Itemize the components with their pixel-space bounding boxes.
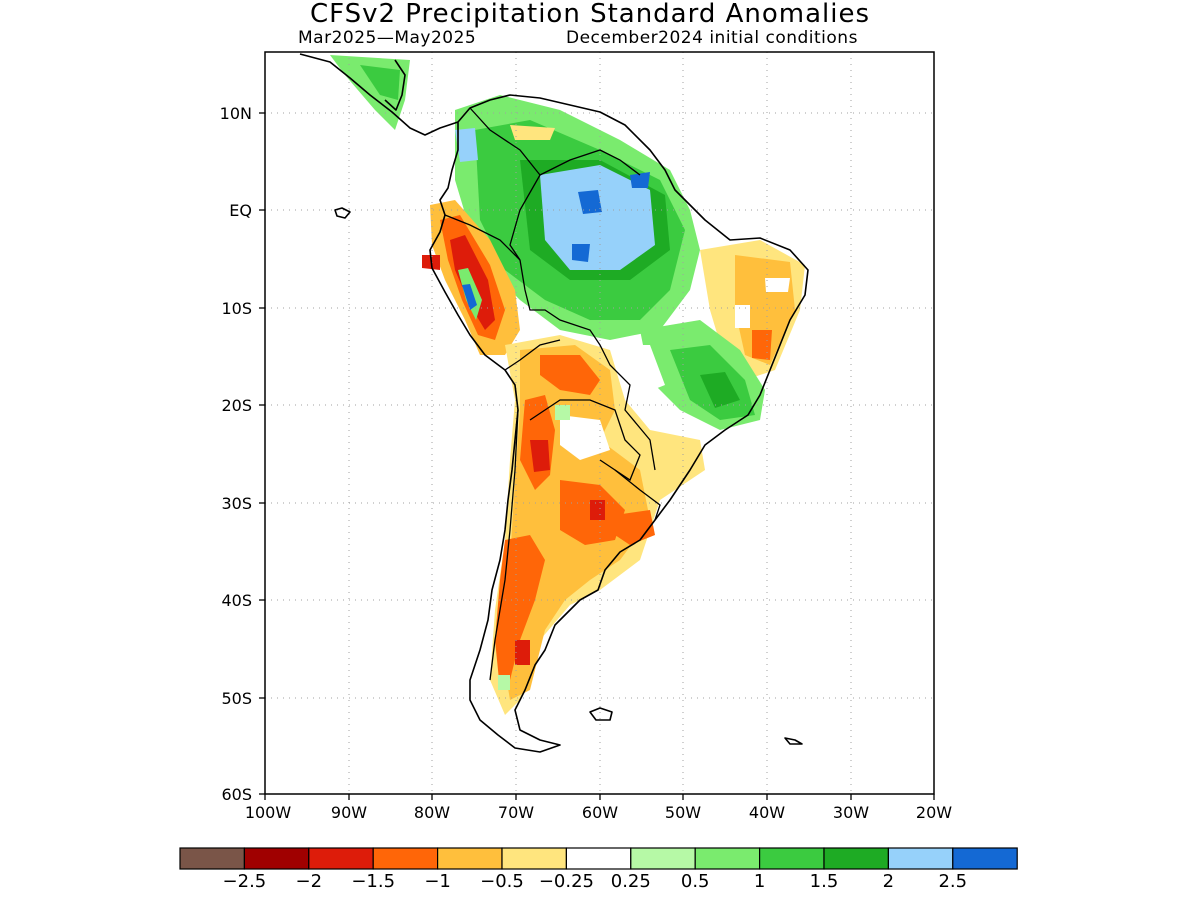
colorbar-label: −0.5 [480, 871, 524, 892]
anomaly-patch [510, 125, 555, 140]
lon-label: 30W [833, 803, 869, 822]
anomaly-patch [735, 305, 750, 328]
colorbar-swatch [308, 847, 374, 870]
colorbar-swatch [565, 847, 632, 870]
lon-label: 50W [665, 803, 701, 822]
colorbar-swatch [758, 847, 825, 870]
anomaly-patch [498, 675, 510, 690]
lon-label: 40W [749, 803, 785, 822]
lon-label: 60W [582, 803, 618, 822]
south-america-coast [429, 94, 809, 753]
colorbar-swatch [372, 847, 439, 870]
lat-label: 50S [221, 689, 252, 708]
colorbar-label: −0.25 [539, 871, 594, 892]
anomaly-patch [540, 165, 655, 270]
coastlines [299, 53, 809, 753]
anomaly-patch [515, 640, 530, 665]
colorbar-label: −1 [424, 871, 451, 892]
lat-label: 10S [221, 299, 252, 318]
border [489, 409, 519, 681]
anomaly-patch [572, 244, 590, 262]
longitude-labels: 100W 90W 80W 70W 60W 50W 40W 30W 20W [245, 803, 952, 822]
anomaly-patch [495, 535, 545, 690]
anomaly-patch [555, 405, 570, 420]
latitude-labels: 10N EQ 10S 20S 30S 40S 50S 60S [220, 104, 252, 804]
colorbar-swatch [437, 847, 503, 870]
lat-label: 10N [220, 104, 252, 123]
colorbar-label: 0.5 [681, 871, 710, 892]
colorbar-label: 2 [883, 871, 894, 892]
colorbar-label: 0.25 [611, 871, 651, 892]
lat-label: EQ [229, 201, 252, 220]
anomaly-patch [560, 415, 610, 460]
colorbar-swatch [630, 847, 696, 870]
anomaly-patch [630, 172, 650, 188]
lat-label: 30S [221, 494, 252, 513]
graticule [265, 52, 934, 794]
map-title: CFSv2 Precipitation Standard Anomalies [309, 0, 871, 29]
falkland-islands [589, 707, 613, 721]
lon-label: 70W [498, 803, 534, 822]
anomaly-patch [360, 65, 400, 100]
colorbar: −2.5 −2 −1.5 −1 −0.5 −0.25 0.25 0.5 1 1.5 2 2.5 [179, 847, 1018, 892]
anomaly-patch [700, 372, 740, 408]
colorbar-swatch [179, 847, 246, 870]
central-america-coast [384, 59, 406, 111]
anomaly-patch [540, 355, 600, 395]
colorbar-swatch [243, 847, 310, 870]
anomaly-patch [530, 440, 550, 472]
anomaly-fields [330, 55, 805, 715]
border [444, 214, 521, 261]
colorbar-label: 2.5 [938, 871, 967, 892]
border [504, 339, 561, 371]
colorbar-swatch [887, 847, 954, 870]
colorbar-label: −2.5 [223, 871, 267, 892]
lon-label: 90W [331, 803, 367, 822]
anomaly-patch [615, 510, 655, 545]
country-borders [444, 107, 661, 681]
anomaly-patch [590, 500, 605, 520]
lon-label: 100W [245, 803, 292, 822]
anomaly-patch [578, 190, 602, 214]
initial-conditions: December2024 initial conditions [566, 28, 858, 48]
colorbar-label: −1.5 [351, 871, 395, 892]
south-georgia [784, 737, 803, 745]
lat-label: 60S [221, 785, 252, 804]
border [539, 149, 641, 176]
central-america-coast [299, 53, 459, 136]
lon-label: 20W [916, 803, 952, 822]
anomaly-patch [752, 330, 772, 360]
anomaly-patch [765, 278, 790, 292]
colorbar-swatch [952, 847, 1018, 870]
forecast-period: Mar2025—May2025 [298, 28, 477, 48]
colorbar-swatch [823, 847, 890, 870]
colorbar-swatch [694, 847, 761, 870]
colorbar-swatch [501, 847, 568, 870]
border [614, 469, 661, 521]
galapagos [334, 207, 351, 219]
border [519, 259, 656, 471]
colorbar-label: 1.5 [810, 871, 839, 892]
colorbar-label: −2 [296, 871, 323, 892]
colorbar-label: 1 [754, 871, 765, 892]
lon-label: 80W [414, 803, 450, 822]
lat-label: 20S [221, 396, 252, 415]
lat-label: 40S [221, 591, 252, 610]
anomaly-patch [455, 128, 478, 162]
ticks [259, 112, 935, 800]
anomaly-patch [462, 284, 477, 310]
